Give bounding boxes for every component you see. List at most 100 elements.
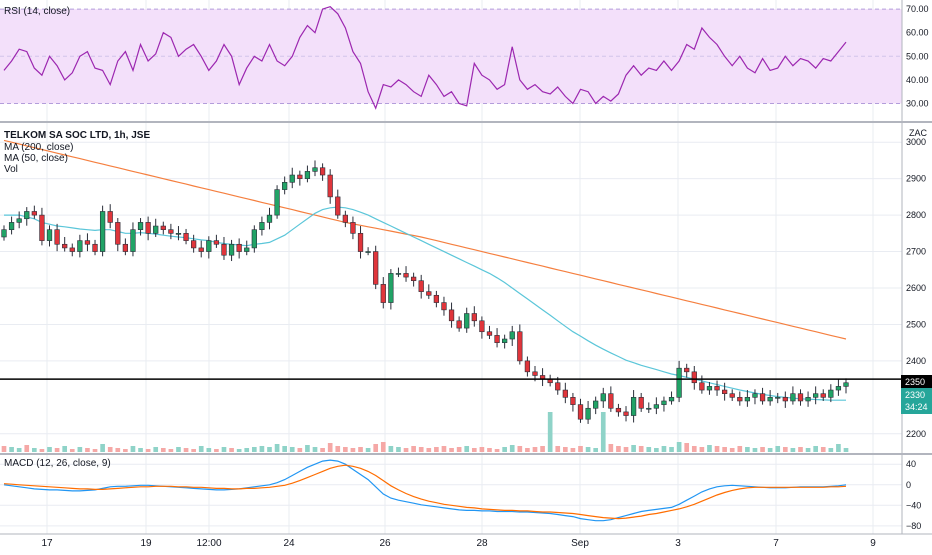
candle-body[interactable] — [494, 335, 500, 343]
candle-body[interactable] — [668, 397, 675, 402]
candle-body[interactable] — [107, 211, 113, 223]
candle-body[interactable] — [236, 243, 242, 252]
candle-body[interactable] — [62, 243, 68, 249]
candle-body[interactable] — [479, 320, 485, 333]
candle-body[interactable] — [653, 404, 659, 409]
candle-body[interactable] — [69, 247, 75, 252]
candle-body[interactable] — [145, 222, 151, 234]
candle-body[interactable] — [46, 229, 53, 241]
candle-body[interactable] — [77, 240, 83, 252]
candle-body[interactable] — [365, 251, 371, 253]
candle-body[interactable] — [828, 389, 834, 398]
candle-body[interactable] — [357, 233, 364, 252]
candle-body[interactable] — [373, 251, 379, 285]
candle-body[interactable] — [782, 397, 788, 402]
candle-body[interactable] — [130, 229, 136, 252]
candle-body[interactable] — [312, 167, 318, 172]
candle-body[interactable] — [843, 382, 849, 387]
macd-line[interactable] — [3, 459, 847, 522]
candle-body[interactable] — [486, 331, 493, 336]
candle-body[interactable] — [115, 222, 121, 245]
rsi-line[interactable] — [3, 6, 847, 110]
candle-body[interactable] — [759, 393, 766, 402]
candle-body[interactable] — [790, 393, 796, 402]
candle-body[interactable] — [395, 273, 402, 275]
candle-body[interactable] — [797, 393, 804, 402]
candle-body[interactable] — [593, 400, 599, 409]
candle-body[interactable] — [456, 320, 462, 329]
candle-body[interactable] — [39, 214, 45, 241]
candle-body[interactable] — [805, 397, 811, 402]
candle-body[interactable] — [410, 276, 417, 282]
candle-body[interactable] — [228, 243, 235, 256]
candle-body[interactable] — [198, 247, 204, 252]
candle-body[interactable] — [319, 167, 326, 176]
candle-body[interactable] — [289, 174, 295, 183]
candle-body[interactable] — [676, 367, 682, 398]
candle-body[interactable] — [502, 338, 508, 343]
candle-body[interactable] — [775, 397, 781, 399]
candle-body[interactable] — [335, 196, 341, 216]
candle-body[interactable] — [244, 247, 250, 252]
candle-body[interactable] — [532, 371, 538, 376]
candle-body[interactable] — [297, 174, 303, 179]
candle-body[interactable] — [767, 397, 773, 402]
candle-body[interactable] — [418, 280, 424, 292]
candle-body[interactable] — [137, 222, 144, 230]
candle-body[interactable] — [84, 240, 91, 245]
candle-body[interactable] — [600, 393, 606, 402]
candle-body[interactable] — [8, 222, 15, 230]
candle-body[interactable] — [191, 240, 197, 249]
candle-body[interactable] — [168, 229, 174, 234]
candle-body[interactable] — [259, 222, 265, 230]
candle-body[interactable] — [722, 389, 728, 394]
candle-body[interactable] — [350, 222, 356, 234]
candle-body[interactable] — [835, 386, 842, 391]
candle-body[interactable] — [213, 240, 220, 245]
candle-body[interactable] — [54, 229, 60, 245]
candle-body[interactable] — [608, 393, 614, 409]
macd-signal-line[interactable] — [3, 464, 847, 520]
candle-body[interactable] — [744, 397, 751, 402]
macd-pane[interactable] — [3, 459, 847, 522]
candle-body[interactable] — [577, 404, 584, 420]
candle-body[interactable] — [266, 214, 273, 223]
candle-body[interactable] — [122, 243, 128, 252]
candle-body[interactable] — [524, 360, 531, 373]
candle-body[interactable] — [623, 411, 629, 416]
candle-body[interactable] — [615, 407, 622, 413]
candle-body[interactable] — [509, 331, 515, 340]
candle-body[interactable] — [153, 225, 159, 234]
candle-body[interactable] — [684, 367, 690, 373]
candle-body[interactable] — [175, 233, 182, 235]
candle-body[interactable] — [206, 240, 212, 252]
candle-body[interactable] — [304, 171, 311, 179]
candle-body[interactable] — [752, 393, 758, 398]
candle-body[interactable] — [471, 313, 477, 322]
candle-body[interactable] — [433, 294, 440, 303]
candle-body[interactable] — [403, 273, 409, 278]
candle-body[interactable] — [714, 386, 720, 391]
candle-body[interactable] — [251, 229, 257, 249]
candle-body[interactable] — [99, 211, 106, 252]
ma200-line[interactable] — [3, 139, 847, 340]
candle-body[interactable] — [16, 218, 22, 223]
candle-body[interactable] — [585, 407, 591, 420]
candle-body[interactable] — [729, 393, 735, 398]
candle-body[interactable] — [638, 397, 644, 409]
candle-body[interactable] — [661, 400, 667, 405]
candle-body[interactable] — [448, 309, 455, 322]
candle-body[interactable] — [274, 189, 280, 216]
candle-body[interactable] — [92, 243, 98, 252]
candle-body[interactable] — [221, 243, 227, 256]
candle-body[interactable] — [562, 389, 568, 398]
candle-body[interactable] — [160, 225, 166, 230]
candle-body[interactable] — [388, 273, 394, 303]
candle-body[interactable] — [699, 382, 705, 391]
candle-body[interactable] — [813, 393, 819, 398]
price-pane[interactable] — [0, 139, 902, 424]
candle-body[interactable] — [31, 211, 37, 216]
candle-body[interactable] — [737, 397, 743, 402]
